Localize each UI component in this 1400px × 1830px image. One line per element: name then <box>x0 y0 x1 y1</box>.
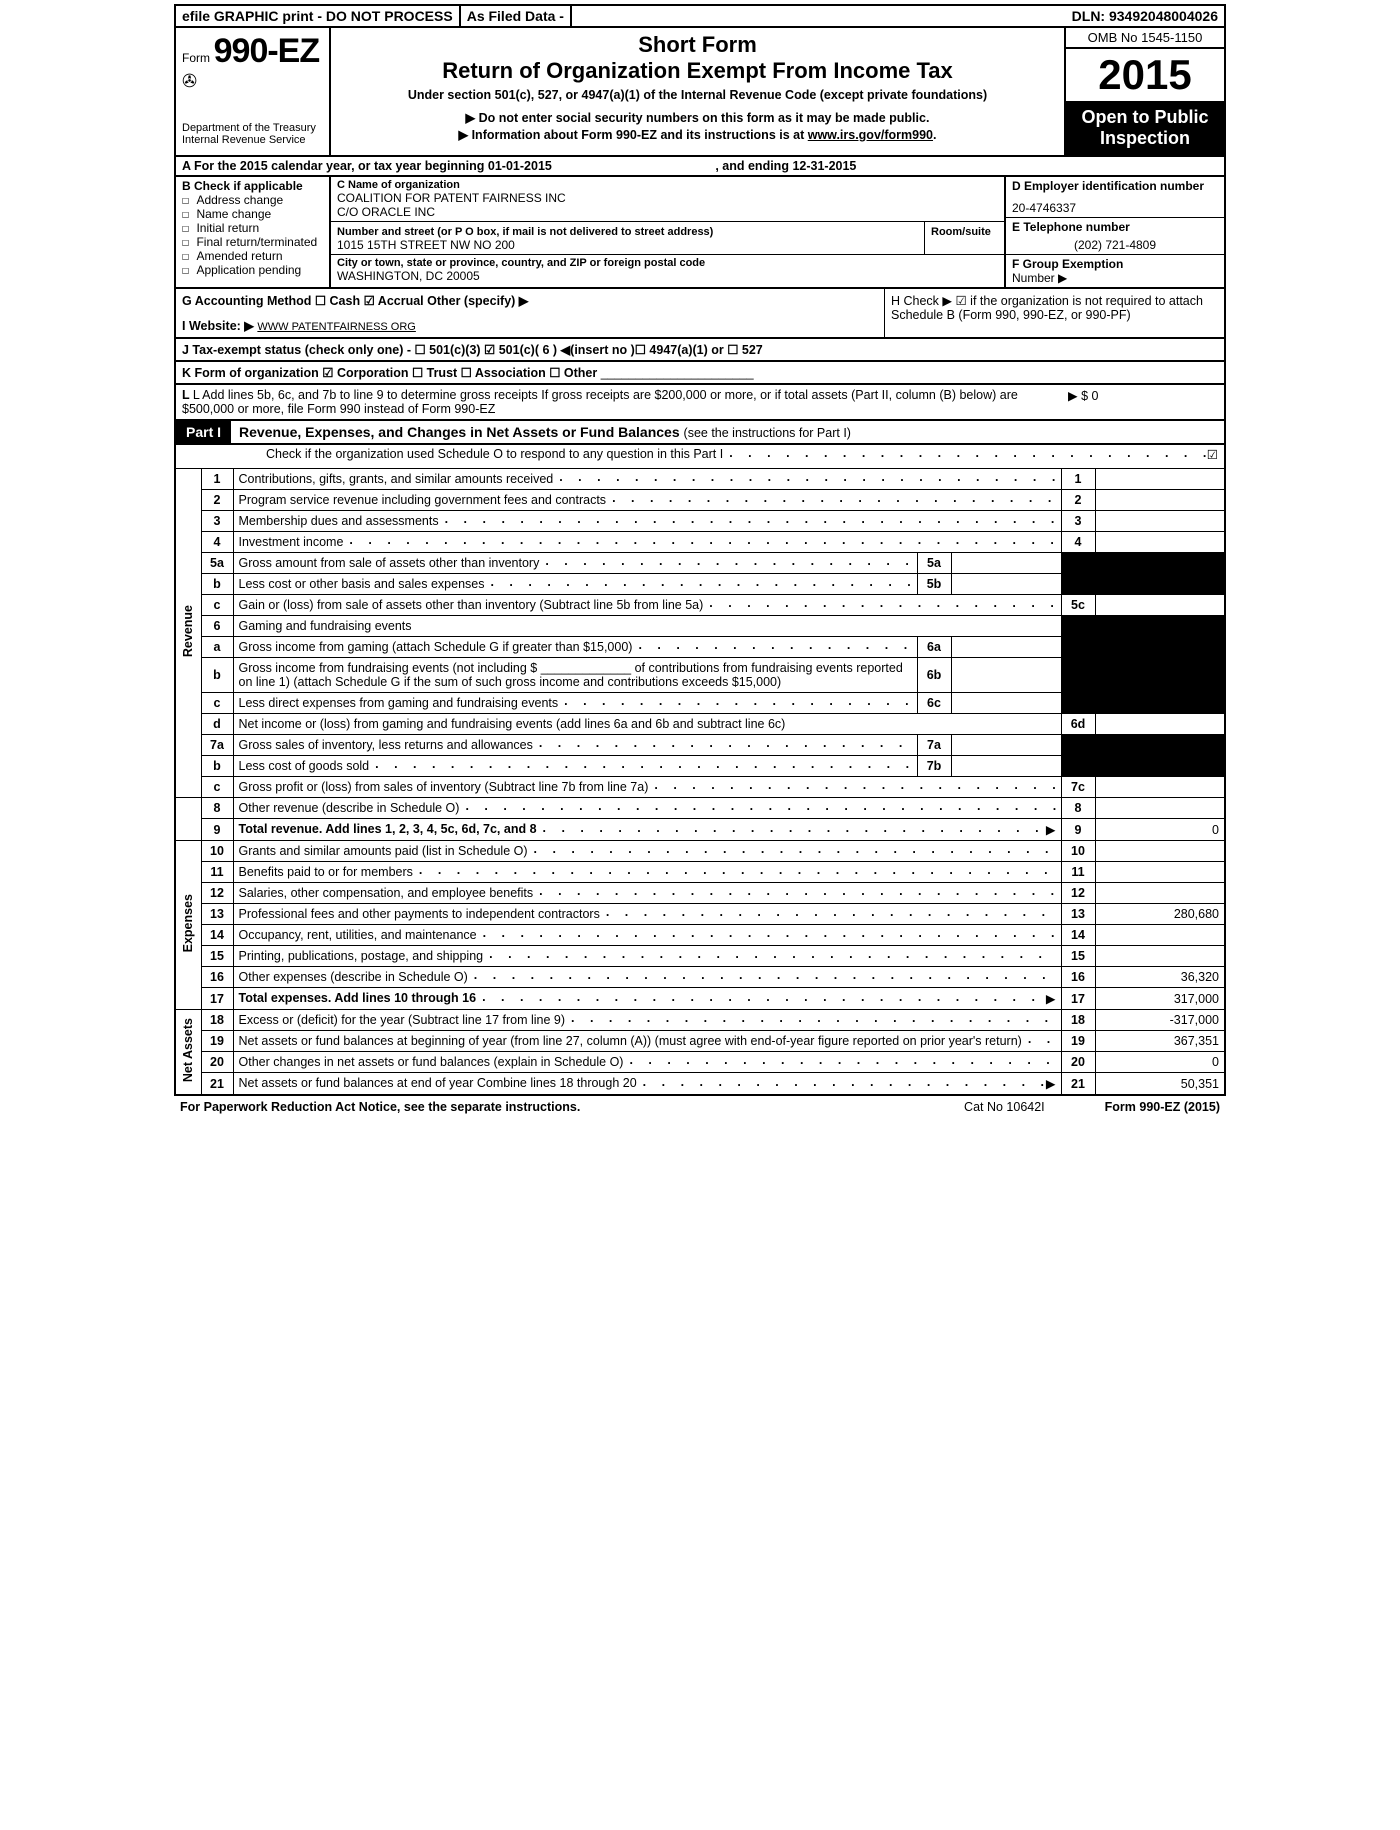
irs-link[interactable]: www.irs.gov/form990 <box>808 128 933 142</box>
header-center: Short Form Return of Organization Exempt… <box>331 28 1064 155</box>
line-7c-value <box>1095 777 1225 798</box>
line-6d-value <box>1095 714 1225 735</box>
line-8-value <box>1095 798 1225 819</box>
section-bcd: B Check if applicable ☐ Address change ☐… <box>174 177 1226 289</box>
row-gh: G Accounting Method ☐ Cash ☑ Accrual Oth… <box>174 289 1226 339</box>
chk-final-return[interactable]: ☐ Final return/terminated <box>182 235 323 249</box>
org-city: WASHINGTON, DC 20005 <box>337 269 998 283</box>
accounting-method: G Accounting Method ☐ Cash ☑ Accrual Oth… <box>176 289 884 337</box>
row-l-gross-receipts: L L Add lines 5b, 6c, and 7b to line 9 t… <box>174 385 1226 421</box>
form-subtitle: Under section 501(c), 527, or 4947(a)(1)… <box>337 88 1058 102</box>
line-3-value <box>1095 511 1225 532</box>
part1-lines-table: Revenue 1 Contributions, gifts, grants, … <box>174 468 1226 1096</box>
schedule-b-check: H Check ▶ ☑ if the organization is not r… <box>884 289 1224 337</box>
dln: DLN: 93492048004026 <box>1066 6 1224 26</box>
chk-initial-return[interactable]: ☐ Initial return <box>182 221 323 235</box>
line-10-value <box>1095 841 1225 862</box>
header-right: OMB No 1545-1150 2015 Open to Public Ins… <box>1064 28 1224 155</box>
chk-amended-return[interactable]: ☐ Amended return <box>182 249 323 263</box>
line-17-value: 317,000 <box>1095 988 1225 1010</box>
dept-irs: Internal Revenue Service <box>182 134 323 146</box>
tax-year: 2015 <box>1066 49 1224 101</box>
line-9-value: 0 <box>1095 819 1225 841</box>
line-14-value <box>1095 925 1225 946</box>
column-c-org-info: C Name of organization COALITION FOR PAT… <box>331 177 1004 287</box>
efile-notice: efile GRAPHIC print - DO NOT PROCESS <box>176 6 461 26</box>
line-11-value <box>1095 862 1225 883</box>
line-20-value: 0 <box>1095 1052 1225 1073</box>
form-ref: Form 990-EZ (2015) <box>1105 1100 1220 1114</box>
line-19-value: 367,351 <box>1095 1031 1225 1052</box>
part-1-header: Part I Revenue, Expenses, and Changes in… <box>174 421 1226 445</box>
ssn-warning: ▶ Do not enter social security numbers o… <box>337 110 1058 125</box>
form-number: 990-EZ <box>214 32 320 70</box>
org-street: 1015 15TH STREET NW NO 200 <box>337 238 924 252</box>
form-title: Return of Organization Exempt From Incom… <box>337 58 1058 84</box>
row-a-tax-year: A For the 2015 calendar year, or tax yea… <box>174 157 1226 177</box>
open-to-public: Open to Public Inspection <box>1066 101 1224 155</box>
chk-application-pending[interactable]: ☐ Application pending <box>182 263 323 277</box>
column-b-checkboxes: B Check if applicable ☐ Address change ☐… <box>176 177 331 287</box>
chk-name-change[interactable]: ☐ Name change <box>182 207 323 221</box>
cat-no: Cat No 10642I <box>964 1100 1045 1114</box>
row-j-tax-exempt: J Tax-exempt status (check only one) - ☐… <box>174 339 1226 362</box>
website-link[interactable]: WWW PATENTFAIRNESS ORG <box>257 321 415 333</box>
info-link-row: ▶ Information about Form 990-EZ and its … <box>337 127 1058 142</box>
omb-number: OMB No 1545-1150 <box>1066 28 1224 49</box>
paperwork-notice: For Paperwork Reduction Act Notice, see … <box>180 1100 580 1114</box>
gross-receipts-value: ▶ $ 0 <box>1058 388 1218 416</box>
line-5c-value <box>1095 595 1225 616</box>
revenue-label: Revenue <box>175 469 201 798</box>
schedule-o-check: Check if the organization used Schedule … <box>174 445 1226 468</box>
form-990ez-page: efile GRAPHIC print - DO NOT PROCESS As … <box>170 0 1230 1122</box>
column-d-ids: D Employer identification number 20-4746… <box>1004 177 1224 287</box>
org-name-1: COALITION FOR PATENT FAIRNESS INC <box>337 191 998 205</box>
org-name-2: C/O ORACLE INC <box>337 205 998 219</box>
line-12-value <box>1095 883 1225 904</box>
short-form-label: Short Form <box>337 32 1058 58</box>
line-18-value: -317,000 <box>1095 1010 1225 1031</box>
chk-address-change[interactable]: ☐ Address change <box>182 193 323 207</box>
ein-value: 20-4746337 <box>1012 201 1218 215</box>
expenses-label: Expenses <box>175 841 201 1010</box>
line-4-value <box>1095 532 1225 553</box>
form-header: Form 990-EZ ✇ Department of the Treasury… <box>174 28 1226 157</box>
header-left: Form 990-EZ ✇ Department of the Treasury… <box>176 28 331 155</box>
line-16-value: 36,320 <box>1095 967 1225 988</box>
form-prefix: Form <box>182 51 210 65</box>
net-assets-label: Net Assets <box>175 1010 201 1096</box>
page-footer: For Paperwork Reduction Act Notice, see … <box>174 1096 1226 1118</box>
row-k-form-org: K Form of organization ☑ Corporation ☐ T… <box>174 362 1226 385</box>
as-filed: As Filed Data - <box>461 6 572 26</box>
line-21-value: 50,351 <box>1095 1073 1225 1096</box>
dept-treasury: Department of the Treasury <box>182 122 323 134</box>
telephone-value: (202) 721-4809 <box>1012 238 1218 252</box>
line-15-value <box>1095 946 1225 967</box>
line-1-value <box>1095 469 1225 490</box>
line-2-value <box>1095 490 1225 511</box>
line-13-value: 280,680 <box>1095 904 1225 925</box>
header-bar: efile GRAPHIC print - DO NOT PROCESS As … <box>174 4 1226 28</box>
